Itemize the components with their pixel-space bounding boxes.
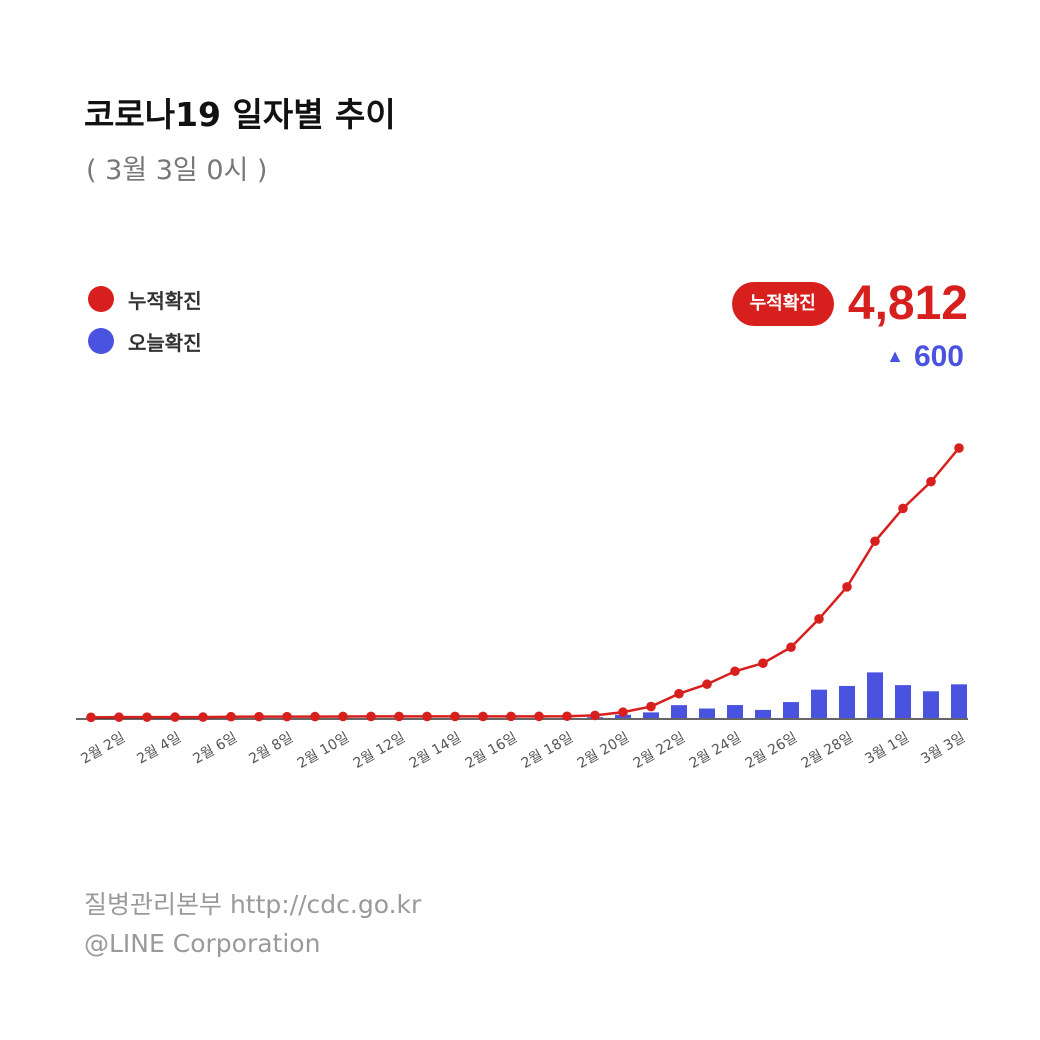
x-tick-label-8: 2월 16일 bbox=[463, 730, 520, 772]
bar-today-26 bbox=[783, 702, 799, 718]
point-cumulative-18 bbox=[562, 711, 572, 722]
x-tick-label-14: 2월 28일 bbox=[799, 730, 856, 772]
point-cumulative-10 bbox=[338, 711, 348, 722]
bar-today-22 bbox=[671, 705, 687, 718]
point-cumulative-6 bbox=[226, 711, 236, 722]
delta-value: 600 bbox=[913, 340, 964, 373]
x-tick-label-2: 2월 4일 bbox=[134, 730, 184, 768]
summary-delta: ▲ 600 bbox=[886, 340, 964, 374]
page-title: 코로나19 일자별 추이 bbox=[84, 95, 396, 134]
x-tick-label-6: 2월 12일 bbox=[351, 730, 408, 772]
point-cumulative-24 bbox=[730, 666, 740, 677]
bar-today-32 bbox=[951, 684, 967, 718]
cumulative-total: 4,812 bbox=[847, 277, 968, 330]
x-tick-label-1: 2월 2일 bbox=[78, 730, 128, 768]
legend-label-today: 오늘확진 bbox=[128, 330, 202, 355]
x-tick-label-12: 2월 24일 bbox=[687, 730, 744, 772]
triangle-up-icon: ▲ bbox=[886, 345, 904, 366]
point-cumulative-26 bbox=[786, 642, 796, 653]
bar-today-24 bbox=[727, 705, 743, 718]
point-cumulative-2 bbox=[114, 712, 124, 722]
x-tick-label-9: 2월 18일 bbox=[519, 730, 576, 772]
x-tick-label-7: 2월 14일 bbox=[407, 730, 464, 772]
cumulative-badge: 누적확진 bbox=[731, 281, 834, 326]
point-cumulative-23 bbox=[702, 679, 712, 690]
point-cumulative-27 bbox=[814, 614, 824, 624]
point-cumulative-7 bbox=[254, 711, 264, 722]
point-cumulative-13 bbox=[422, 711, 432, 722]
legend-label-cumulative: 누적확진 bbox=[128, 288, 202, 313]
point-cumulative-9 bbox=[310, 711, 320, 722]
legend-dot-cumulative bbox=[88, 286, 114, 312]
x-tick-label-10: 2월 20일 bbox=[575, 730, 632, 772]
point-cumulative-1 bbox=[86, 712, 96, 723]
point-cumulative-8 bbox=[282, 711, 292, 722]
point-cumulative-29 bbox=[870, 536, 880, 547]
bar-today-21 bbox=[643, 712, 659, 718]
x-tick-label-3: 2월 6일 bbox=[190, 730, 240, 768]
page-subtitle: ( 3월 3일 0시 ) bbox=[86, 155, 268, 186]
bar-today-23 bbox=[699, 708, 715, 718]
credit-text: @LINE Corporation bbox=[84, 929, 321, 958]
point-cumulative-30 bbox=[898, 503, 908, 514]
point-cumulative-12 bbox=[394, 711, 404, 722]
bar-today-30 bbox=[895, 685, 911, 718]
bar-today-29 bbox=[867, 672, 883, 718]
x-tick-label-16: 3월 3일 bbox=[918, 730, 968, 768]
x-tick-label-15: 3월 1일 bbox=[862, 730, 912, 768]
point-cumulative-22 bbox=[674, 688, 684, 699]
point-cumulative-4 bbox=[170, 712, 180, 722]
point-cumulative-15 bbox=[478, 711, 488, 722]
point-cumulative-19 bbox=[590, 710, 600, 721]
x-tick-label-11: 2월 22일 bbox=[631, 730, 688, 772]
point-cumulative-25 bbox=[758, 658, 768, 668]
legend-dot-today bbox=[88, 328, 114, 354]
legend-item-today: 오늘확진 bbox=[88, 326, 202, 356]
point-cumulative-20 bbox=[618, 707, 628, 717]
x-tick-label-13: 2월 26일 bbox=[743, 730, 800, 772]
point-cumulative-28 bbox=[842, 582, 852, 592]
point-cumulative-5 bbox=[198, 712, 208, 722]
chart-legend: 누적확진 오늘확진 bbox=[88, 284, 202, 368]
bar-today-31 bbox=[923, 691, 939, 718]
bar-today-28 bbox=[839, 685, 855, 718]
point-cumulative-14 bbox=[450, 711, 460, 722]
bar-today-25 bbox=[755, 709, 771, 718]
x-tick-label-4: 2월 8일 bbox=[246, 730, 296, 768]
legend-item-cumulative: 누적확진 bbox=[88, 284, 202, 314]
x-tick-label-5: 2월 10일 bbox=[295, 730, 352, 772]
bar-today-27 bbox=[811, 689, 827, 718]
line-cumulative bbox=[90, 447, 960, 719]
point-cumulative-21 bbox=[646, 701, 656, 712]
summary-total: 누적확진 4,812 bbox=[731, 276, 968, 331]
point-cumulative-3 bbox=[142, 712, 152, 722]
source-text: 질병관리본부 http://cdc.go.kr bbox=[84, 890, 422, 919]
point-cumulative-31 bbox=[926, 476, 936, 487]
point-cumulative-11 bbox=[366, 711, 376, 722]
point-cumulative-17 bbox=[534, 711, 544, 722]
point-cumulative-32 bbox=[954, 443, 964, 453]
point-cumulative-16 bbox=[506, 711, 516, 722]
